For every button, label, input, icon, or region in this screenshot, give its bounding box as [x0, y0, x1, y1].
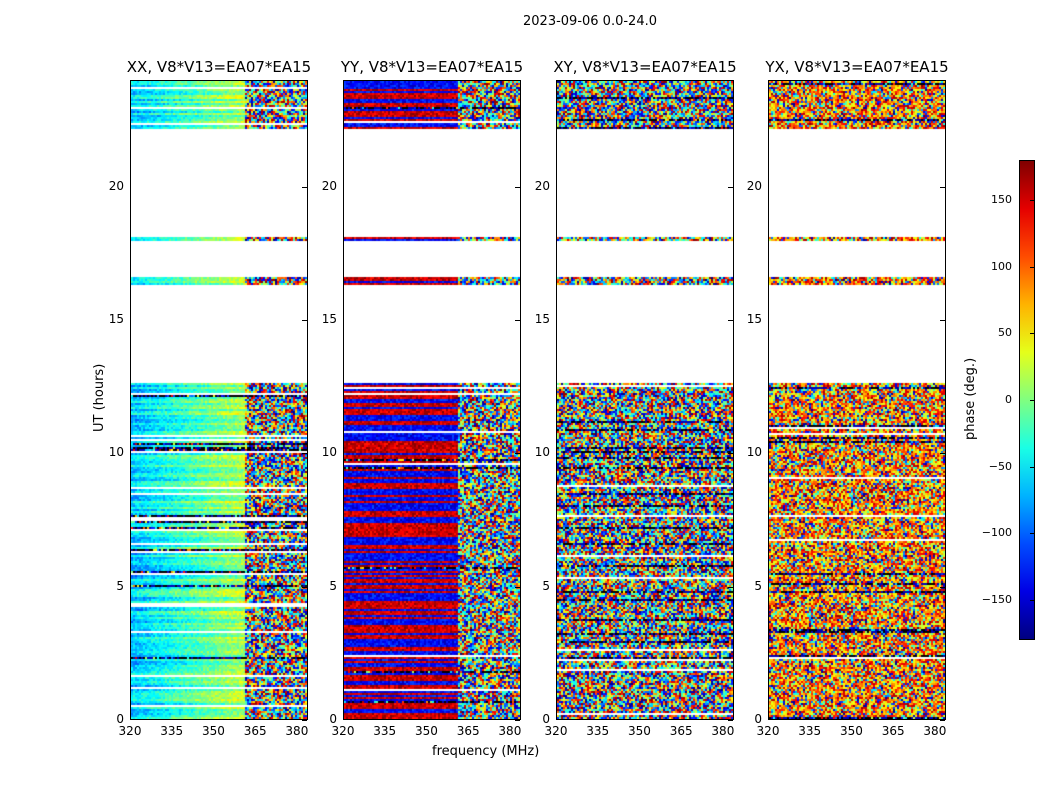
- figure-title: 2023-09-06 0.0-24.0: [523, 14, 657, 29]
- y-tick-mark: [302, 186, 307, 188]
- y-tick-mark: [515, 720, 520, 721]
- heatmap-panel-3: [768, 80, 946, 720]
- x-tick-label: 335: [798, 724, 822, 738]
- y-tick-mark: [940, 320, 945, 321]
- x-tick-label: 320: [544, 724, 568, 738]
- panel-title: XY, V8*V13=EA07*EA15: [553, 58, 737, 76]
- x-tick-label: 320: [118, 724, 142, 738]
- y-tick-label: 5: [542, 578, 550, 593]
- colorbar-tick-label: −100: [981, 526, 1012, 540]
- y-tick-mark: [302, 320, 307, 321]
- y-tick-label: 15: [746, 312, 762, 326]
- heatmap-panel-1: [343, 80, 521, 720]
- colorbar-tick-mark: [1030, 266, 1034, 268]
- y-tick-label: 0: [116, 712, 124, 726]
- x-tick-label: 350: [627, 724, 651, 738]
- y-tick-mark: [728, 186, 733, 188]
- y-tick-label: 20: [321, 178, 337, 193]
- y-tick-mark: [302, 453, 307, 455]
- y-tick-mark: [515, 320, 520, 321]
- colorbar-tick-mark: [1030, 400, 1034, 401]
- colorbar: [1019, 160, 1035, 640]
- y-tick-mark: [302, 720, 307, 721]
- y-tick-mark: [940, 586, 945, 588]
- x-tick-label: 380: [923, 724, 947, 738]
- y-tick-mark: [728, 320, 733, 321]
- y-tick-label: 5: [754, 578, 762, 593]
- y-tick-mark: [940, 453, 945, 455]
- y-tick-label: 20: [108, 178, 124, 193]
- x-tick-label: 335: [160, 724, 184, 738]
- heatmap-canvas: [131, 81, 307, 719]
- x-tick-label: 380: [711, 724, 735, 738]
- colorbar-tick-mark: [1030, 600, 1034, 601]
- x-tick-label: 350: [201, 724, 225, 738]
- x-tick-label: 335: [586, 724, 610, 738]
- panel-title: XX, V8*V13=EA07*EA15: [126, 58, 312, 76]
- colorbar-label: phase (deg.): [963, 357, 978, 440]
- x-axis-label: frequency (MHz): [432, 744, 540, 759]
- colorbar-tick-label: −50: [988, 459, 1012, 473]
- x-tick-label: 320: [756, 724, 780, 738]
- x-tick-label: 380: [285, 724, 309, 738]
- x-tick-label: 350: [839, 724, 863, 738]
- colorbar-tick-label: 50: [998, 326, 1012, 340]
- panel-title: YY, V8*V13=EA07*EA15: [340, 58, 524, 76]
- y-axis-label: UT (hours): [92, 363, 107, 432]
- y-tick-label: 20: [746, 178, 762, 193]
- heatmap-panel-2: [556, 80, 734, 720]
- y-tick-mark: [515, 186, 520, 188]
- colorbar-tick-label: 0: [1005, 393, 1012, 406]
- y-tick-label: 5: [116, 578, 124, 593]
- colorbar-tick-label: 100: [991, 259, 1012, 273]
- x-tick-label: 380: [498, 724, 522, 738]
- colorbar-tick-label: −150: [981, 593, 1012, 606]
- x-tick-label: 350: [414, 724, 438, 738]
- x-tick-label: 335: [373, 724, 397, 738]
- heatmap-canvas: [344, 81, 520, 719]
- colorbar-tick-mark: [1030, 333, 1034, 335]
- y-tick-mark: [728, 453, 733, 455]
- y-tick-label: 10: [534, 445, 550, 460]
- y-tick-label: 0: [542, 712, 550, 726]
- y-tick-label: 10: [321, 445, 337, 460]
- y-tick-label: 20: [534, 178, 550, 193]
- y-tick-label: 0: [754, 712, 762, 726]
- y-tick-label: 5: [329, 578, 337, 593]
- colorbar-tick-label: 150: [991, 193, 1012, 206]
- y-tick-mark: [515, 453, 520, 455]
- y-tick-mark: [515, 586, 520, 588]
- colorbar-tick-mark: [1030, 466, 1034, 468]
- y-tick-mark: [940, 720, 945, 721]
- y-tick-mark: [728, 720, 733, 721]
- y-tick-label: 15: [534, 312, 550, 326]
- heatmap-canvas: [769, 81, 945, 719]
- x-tick-label: 365: [669, 724, 693, 738]
- heatmap-panel-0: [130, 80, 308, 720]
- y-tick-label: 10: [746, 445, 762, 460]
- y-tick-label: 15: [321, 312, 337, 326]
- y-tick-mark: [940, 186, 945, 188]
- x-tick-label: 365: [456, 724, 480, 738]
- y-tick-mark: [728, 586, 733, 588]
- colorbar-tick-mark: [1030, 533, 1034, 535]
- colorbar-tick-mark: [1030, 200, 1034, 201]
- y-tick-label: 0: [329, 712, 337, 726]
- y-tick-label: 10: [108, 445, 124, 460]
- y-tick-label: 15: [108, 312, 124, 326]
- heatmap-canvas: [557, 81, 733, 719]
- y-tick-mark: [302, 586, 307, 588]
- panel-title: YX, V8*V13=EA07*EA15: [765, 58, 949, 76]
- x-tick-label: 365: [881, 724, 905, 738]
- x-tick-label: 365: [243, 724, 267, 738]
- x-tick-label: 320: [331, 724, 355, 738]
